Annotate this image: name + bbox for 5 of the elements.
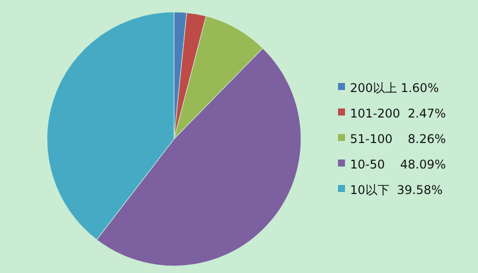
- legend-label: 101-200 2.47%: [350, 106, 446, 121]
- legend-label: 10-50 48.09%: [350, 158, 446, 172]
- legend-label: 200以上 1.60%: [350, 81, 439, 96]
- legend-label: 10以下 39.58%: [350, 183, 443, 198]
- legend-label: 51-100 8.26%: [350, 132, 446, 146]
